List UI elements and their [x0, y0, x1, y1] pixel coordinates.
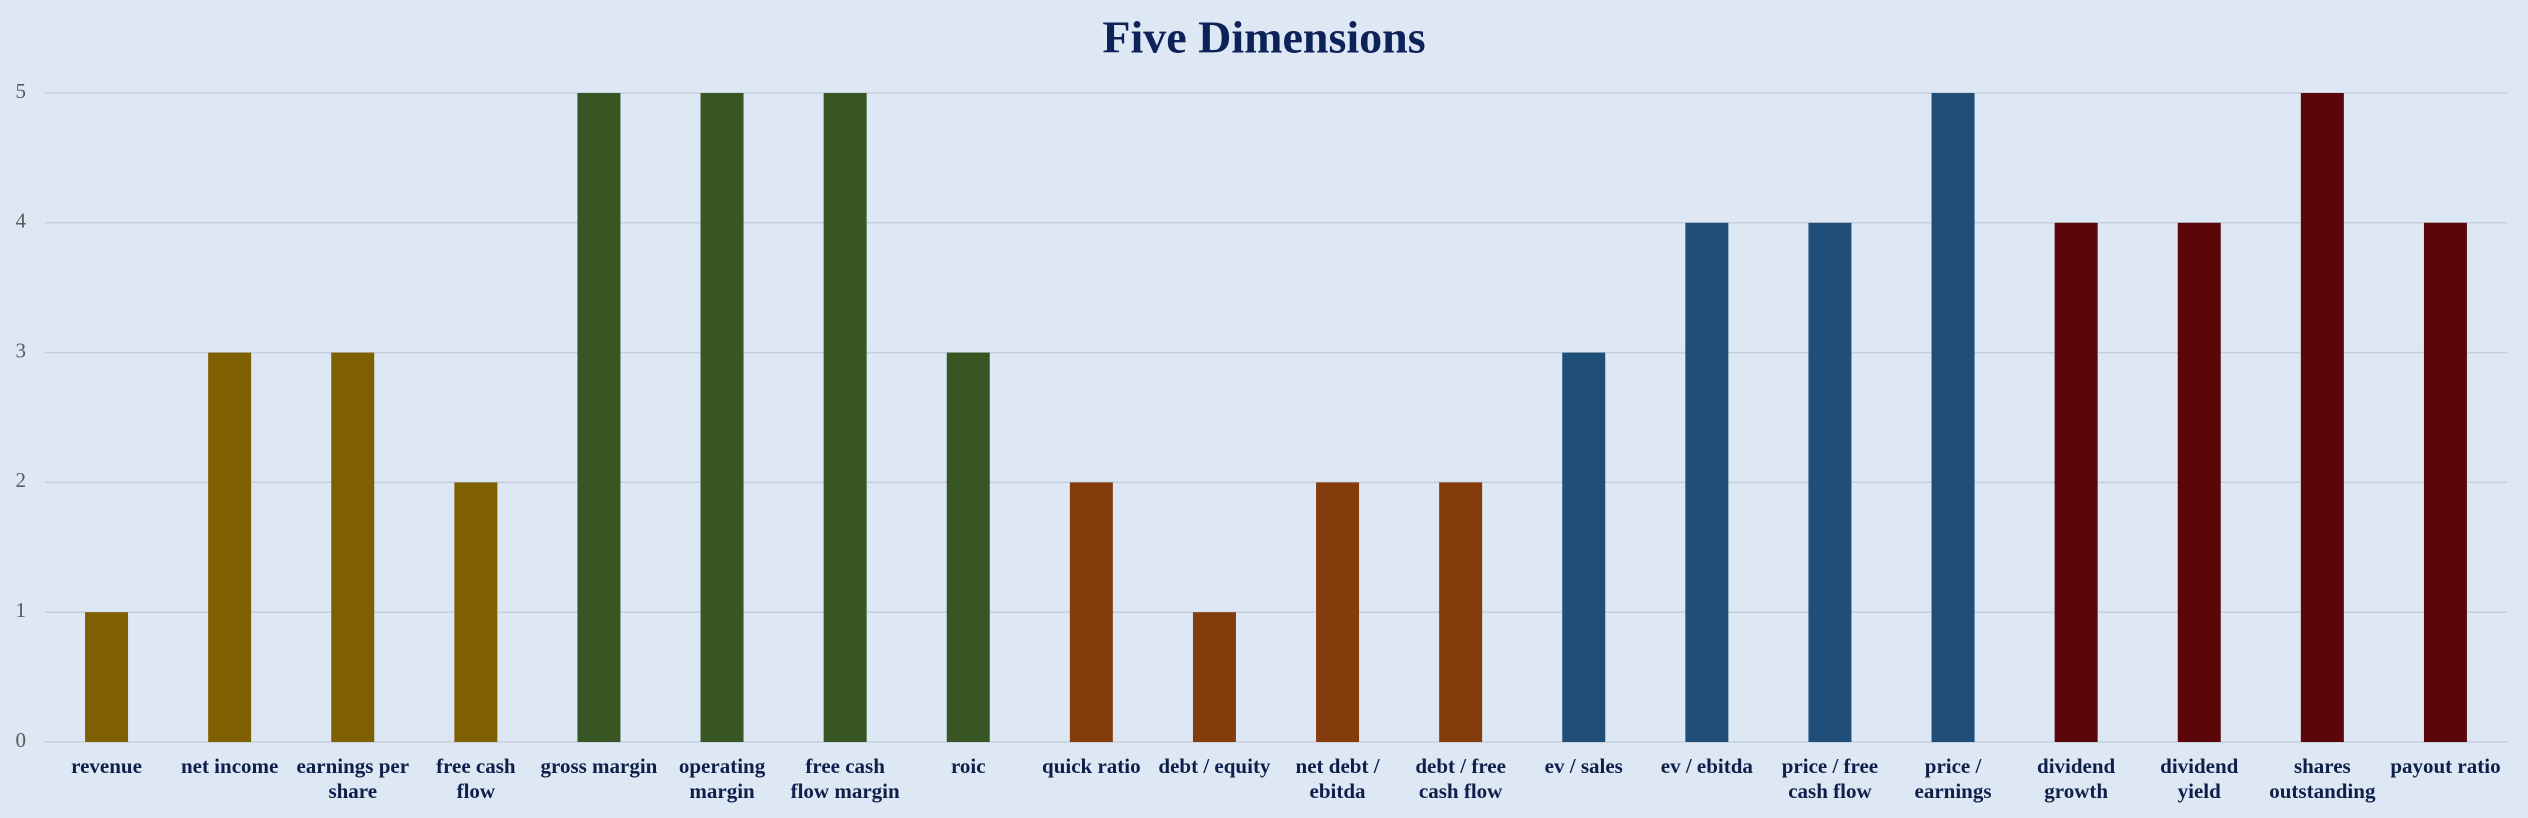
- x-tick-label: price / earnings: [1914, 754, 1992, 803]
- bar: [1562, 352, 1606, 742]
- bar: [1069, 482, 1113, 742]
- bar: [1192, 612, 1236, 742]
- x-tick-label: shares outstanding: [2269, 754, 2376, 803]
- x-tick-label: dividend yield: [2160, 754, 2239, 803]
- bar: [85, 612, 129, 742]
- bar: [2423, 222, 2467, 743]
- bar: [2054, 222, 2098, 743]
- x-tick-label: dividend growth: [2037, 754, 2116, 803]
- x-tick-label: earnings per share: [296, 754, 410, 803]
- x-tick-label: net income: [180, 754, 279, 778]
- bar: [2177, 222, 2221, 743]
- x-tick-label: free cash flow: [436, 754, 516, 803]
- y-tick-label: 0: [16, 728, 27, 752]
- bar: [1808, 222, 1852, 743]
- bar: [1439, 482, 1483, 742]
- x-tick-label: ev / ebitda: [1660, 754, 1753, 778]
- y-tick-label: 2: [16, 468, 27, 492]
- bar: [1685, 222, 1729, 743]
- bar: [1931, 93, 1975, 742]
- x-tick-label: free cash flow margin: [790, 754, 900, 803]
- bar: [2300, 93, 2344, 742]
- x-tick-label: price / free cash flow: [1781, 754, 1879, 803]
- y-tick-label: 4: [16, 209, 27, 233]
- x-tick-label: roic: [950, 754, 986, 778]
- x-tick-label: net debt / ebitda: [1295, 754, 1380, 803]
- bar: [700, 93, 744, 742]
- x-tick-label: operating margin: [678, 754, 766, 803]
- bar: [823, 93, 867, 742]
- bar: [946, 352, 990, 742]
- x-tick-label: payout ratio: [2390, 754, 2501, 778]
- bar: [208, 352, 252, 742]
- chart-title: Five Dimensions: [1102, 12, 1425, 63]
- x-tick-label: debt / equity: [1158, 754, 1271, 778]
- bar: [454, 482, 498, 742]
- y-tick-label: 5: [16, 79, 27, 103]
- x-tick-label: ev / sales: [1544, 754, 1623, 778]
- bar: [1316, 482, 1360, 742]
- bar: [331, 352, 375, 742]
- bar: [577, 93, 621, 742]
- y-tick-label: 1: [16, 598, 27, 622]
- x-tick-label: gross margin: [540, 754, 658, 778]
- x-tick-label: revenue: [71, 754, 142, 778]
- y-tick-label: 3: [16, 338, 27, 362]
- x-tick-label: debt / free cash flow: [1415, 754, 1506, 803]
- x-tick-label: quick ratio: [1042, 754, 1141, 778]
